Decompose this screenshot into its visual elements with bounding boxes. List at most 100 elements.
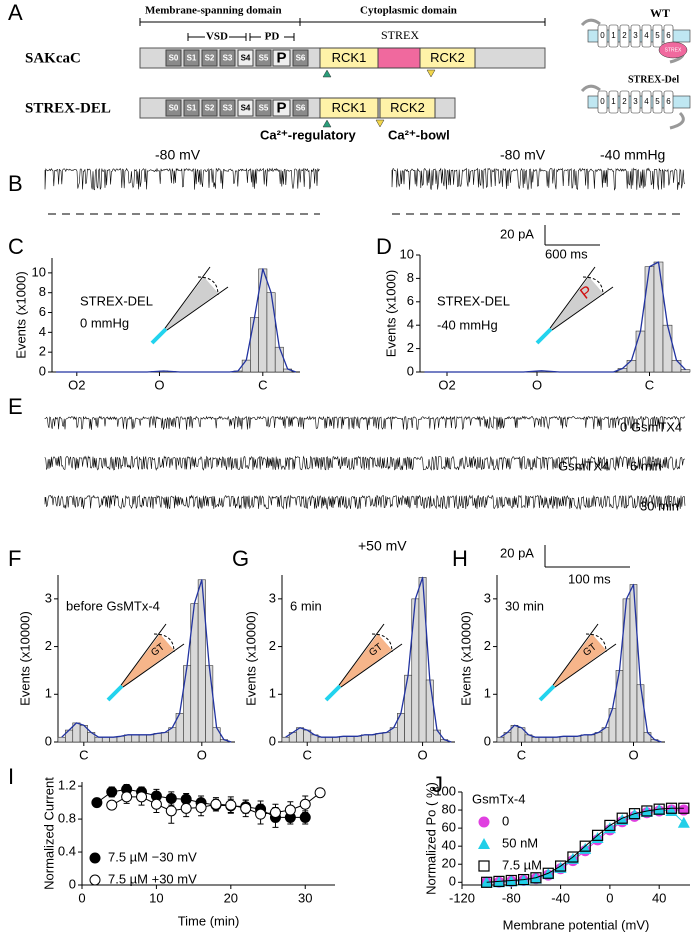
segment-label: S2 xyxy=(205,54,215,63)
helix-label: 0 xyxy=(600,31,605,40)
y-tick-label: 2 xyxy=(39,344,46,359)
y-tick-label: 100 xyxy=(434,783,456,798)
y-tick-label: 0 xyxy=(407,363,414,378)
pipette-wall xyxy=(159,286,229,336)
pipette-tip xyxy=(106,684,124,702)
data-point xyxy=(616,812,628,824)
strex-region xyxy=(377,47,421,69)
data-point xyxy=(106,799,118,811)
current-trace xyxy=(44,415,686,431)
pipette-tip xyxy=(538,684,556,702)
segment-label: S0 xyxy=(169,54,179,63)
y-tick-label: 0 xyxy=(39,363,46,378)
histogram-bar xyxy=(680,369,691,373)
helix-label: 1 xyxy=(611,97,616,106)
histogram-bar xyxy=(353,735,362,743)
y-tick-label: 0 xyxy=(45,733,52,748)
ca-site xyxy=(322,119,332,128)
ca-site xyxy=(322,69,332,78)
pipette-tip xyxy=(535,327,553,345)
fit-curve xyxy=(61,579,232,743)
histogram-bar xyxy=(643,732,652,743)
dashed-arc xyxy=(585,633,607,653)
histogram-bar xyxy=(552,736,561,743)
data-point xyxy=(616,813,629,825)
x-tick-label: 20 xyxy=(224,890,238,905)
y-tick-label: 0 xyxy=(69,876,76,891)
histogram-bar xyxy=(375,733,384,743)
y-axis-label: Normalized Po ( %) xyxy=(423,782,438,895)
data-point xyxy=(567,851,579,863)
rck2-label: RCK2 xyxy=(430,50,465,65)
y-tick-label: 4 xyxy=(39,324,46,339)
panel-label: E xyxy=(8,394,23,419)
strex-icon-label: STREX xyxy=(665,47,682,53)
histogram-bar xyxy=(101,736,110,743)
data-point xyxy=(180,802,192,814)
annotation: -40 mmHg xyxy=(437,317,498,332)
data-point xyxy=(269,806,281,818)
y-axis-label: Events (x10000) xyxy=(17,611,32,706)
y-tick-label: 2 xyxy=(45,638,52,653)
y-tick-label: 3 xyxy=(45,590,52,605)
histogram-bar xyxy=(433,729,441,743)
y-axis-label: Events (x10000) xyxy=(458,611,473,706)
helix xyxy=(619,24,630,48)
data-point xyxy=(106,786,118,798)
data-point xyxy=(554,861,567,873)
scale-label: 20 pA xyxy=(500,226,534,241)
histogram-bar xyxy=(629,584,638,743)
ca-bowl xyxy=(375,119,385,128)
data-point xyxy=(195,802,207,814)
histogram-bar xyxy=(418,577,427,743)
pd-label: PD xyxy=(265,31,280,43)
panel-label: J xyxy=(432,772,443,797)
segment-label: S0 xyxy=(169,104,179,113)
y-tick-label: 0 xyxy=(484,733,491,748)
dashed-arc xyxy=(582,276,604,296)
segment-box xyxy=(201,99,218,117)
segment-label: S5 xyxy=(259,104,269,113)
y-axis-label: Events (x1000) xyxy=(13,271,28,358)
segment-box xyxy=(219,49,236,67)
segment-box xyxy=(272,49,291,67)
panel-label: A xyxy=(8,0,23,25)
y-tick-label: 0 xyxy=(449,874,456,889)
x-tick-label: 0 xyxy=(78,890,85,905)
segment-label: S6 xyxy=(296,54,306,63)
x-tick-label: C xyxy=(303,747,312,762)
legend-label: 7.5 µM xyxy=(502,857,542,872)
segment-box xyxy=(255,99,272,117)
helix xyxy=(608,24,619,48)
pipette-wall xyxy=(333,623,385,693)
x-tick-label: 0 xyxy=(606,890,613,905)
data-point xyxy=(542,867,554,879)
x-tick-label: O xyxy=(418,747,428,762)
segment-label: S4 xyxy=(241,54,251,63)
pipette-wall xyxy=(547,623,599,693)
data-point xyxy=(591,829,604,841)
construct-label: STREX-DEL xyxy=(25,100,111,116)
y-tick-label: 1.2 xyxy=(58,778,76,793)
dashed-arc xyxy=(153,633,175,653)
y-tick-label: 0.4 xyxy=(58,843,76,858)
annotation: 0 mmHg xyxy=(80,315,129,330)
data-point xyxy=(677,816,690,828)
y-tick-label: 1 xyxy=(45,686,52,701)
pipette-fill xyxy=(334,634,392,692)
histogram-bar xyxy=(545,736,554,743)
x-tick-label: -120 xyxy=(449,890,475,905)
icon-title: STREX-Del xyxy=(628,74,679,85)
histogram-bar xyxy=(382,732,391,743)
trace-label: GsmTX4 xyxy=(558,458,609,473)
y-axis-label: Normalized Current xyxy=(41,777,56,890)
segment-label: S1 xyxy=(187,104,197,113)
y-tick-label: 6 xyxy=(39,304,46,319)
voltage-label: +50 mV xyxy=(358,538,407,554)
data-point xyxy=(604,819,616,832)
panel-label: I xyxy=(8,764,14,789)
domain-label: Cytoplasmic domain xyxy=(360,5,457,17)
histogram-bar xyxy=(138,734,147,743)
segment-box xyxy=(237,99,254,117)
data-point xyxy=(579,840,591,852)
